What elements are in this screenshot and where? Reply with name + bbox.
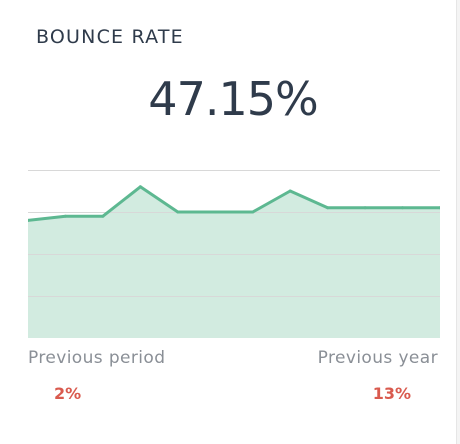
data-point xyxy=(251,210,255,214)
data-point xyxy=(63,214,67,218)
previous-year-change: 13% xyxy=(372,384,411,403)
metric-value: 47.15% xyxy=(148,72,318,126)
data-point xyxy=(28,218,30,222)
previous-period-change: 2% xyxy=(54,384,82,403)
data-point xyxy=(288,189,292,193)
series-area xyxy=(28,186,440,338)
previous-period-label: Previous period xyxy=(28,348,166,368)
data-point xyxy=(176,210,180,214)
data-point xyxy=(213,210,217,214)
data-point xyxy=(138,185,142,189)
bounce-rate-chart xyxy=(28,170,440,338)
widget-title: BOUNCE RATE xyxy=(36,26,184,48)
previous-year-label: Previous year xyxy=(317,348,438,368)
data-point xyxy=(326,206,330,210)
data-point xyxy=(438,206,440,210)
data-point xyxy=(363,206,367,210)
data-point xyxy=(401,206,405,210)
series-line xyxy=(28,185,440,222)
data-point xyxy=(101,214,105,218)
